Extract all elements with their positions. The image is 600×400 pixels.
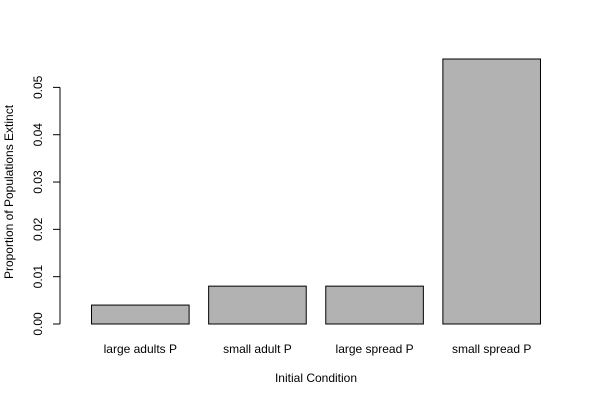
bars-group [91, 58, 541, 325]
x-tick-label: small spread P [452, 342, 531, 356]
x-tick-label: large adults P [104, 342, 177, 356]
bar-3 [325, 285, 424, 325]
y-axis: 0.00 0.01 0.02 0.03 0.04 0.05 [31, 75, 61, 336]
x-tick-labels: large adults P small adult P large spread … [104, 342, 532, 356]
y-tick-label: 0.03 [31, 170, 45, 194]
x-tick-label: large spread P [336, 342, 414, 356]
y-axis-title: Proportion of Populations Extinct [2, 104, 16, 279]
y-tick-label: 0.05 [31, 75, 45, 99]
bar-1 [91, 304, 190, 325]
y-tick-label: 0.04 [31, 123, 45, 147]
x-tick-label: small adult P [223, 342, 292, 356]
y-tick-label: 0.00 [31, 312, 45, 336]
y-tick-label: 0.01 [31, 265, 45, 289]
x-axis-title: Initial Condition [275, 371, 357, 385]
bar-4 [442, 58, 541, 325]
y-tick-label: 0.02 [31, 217, 45, 241]
bar-2 [208, 285, 307, 325]
